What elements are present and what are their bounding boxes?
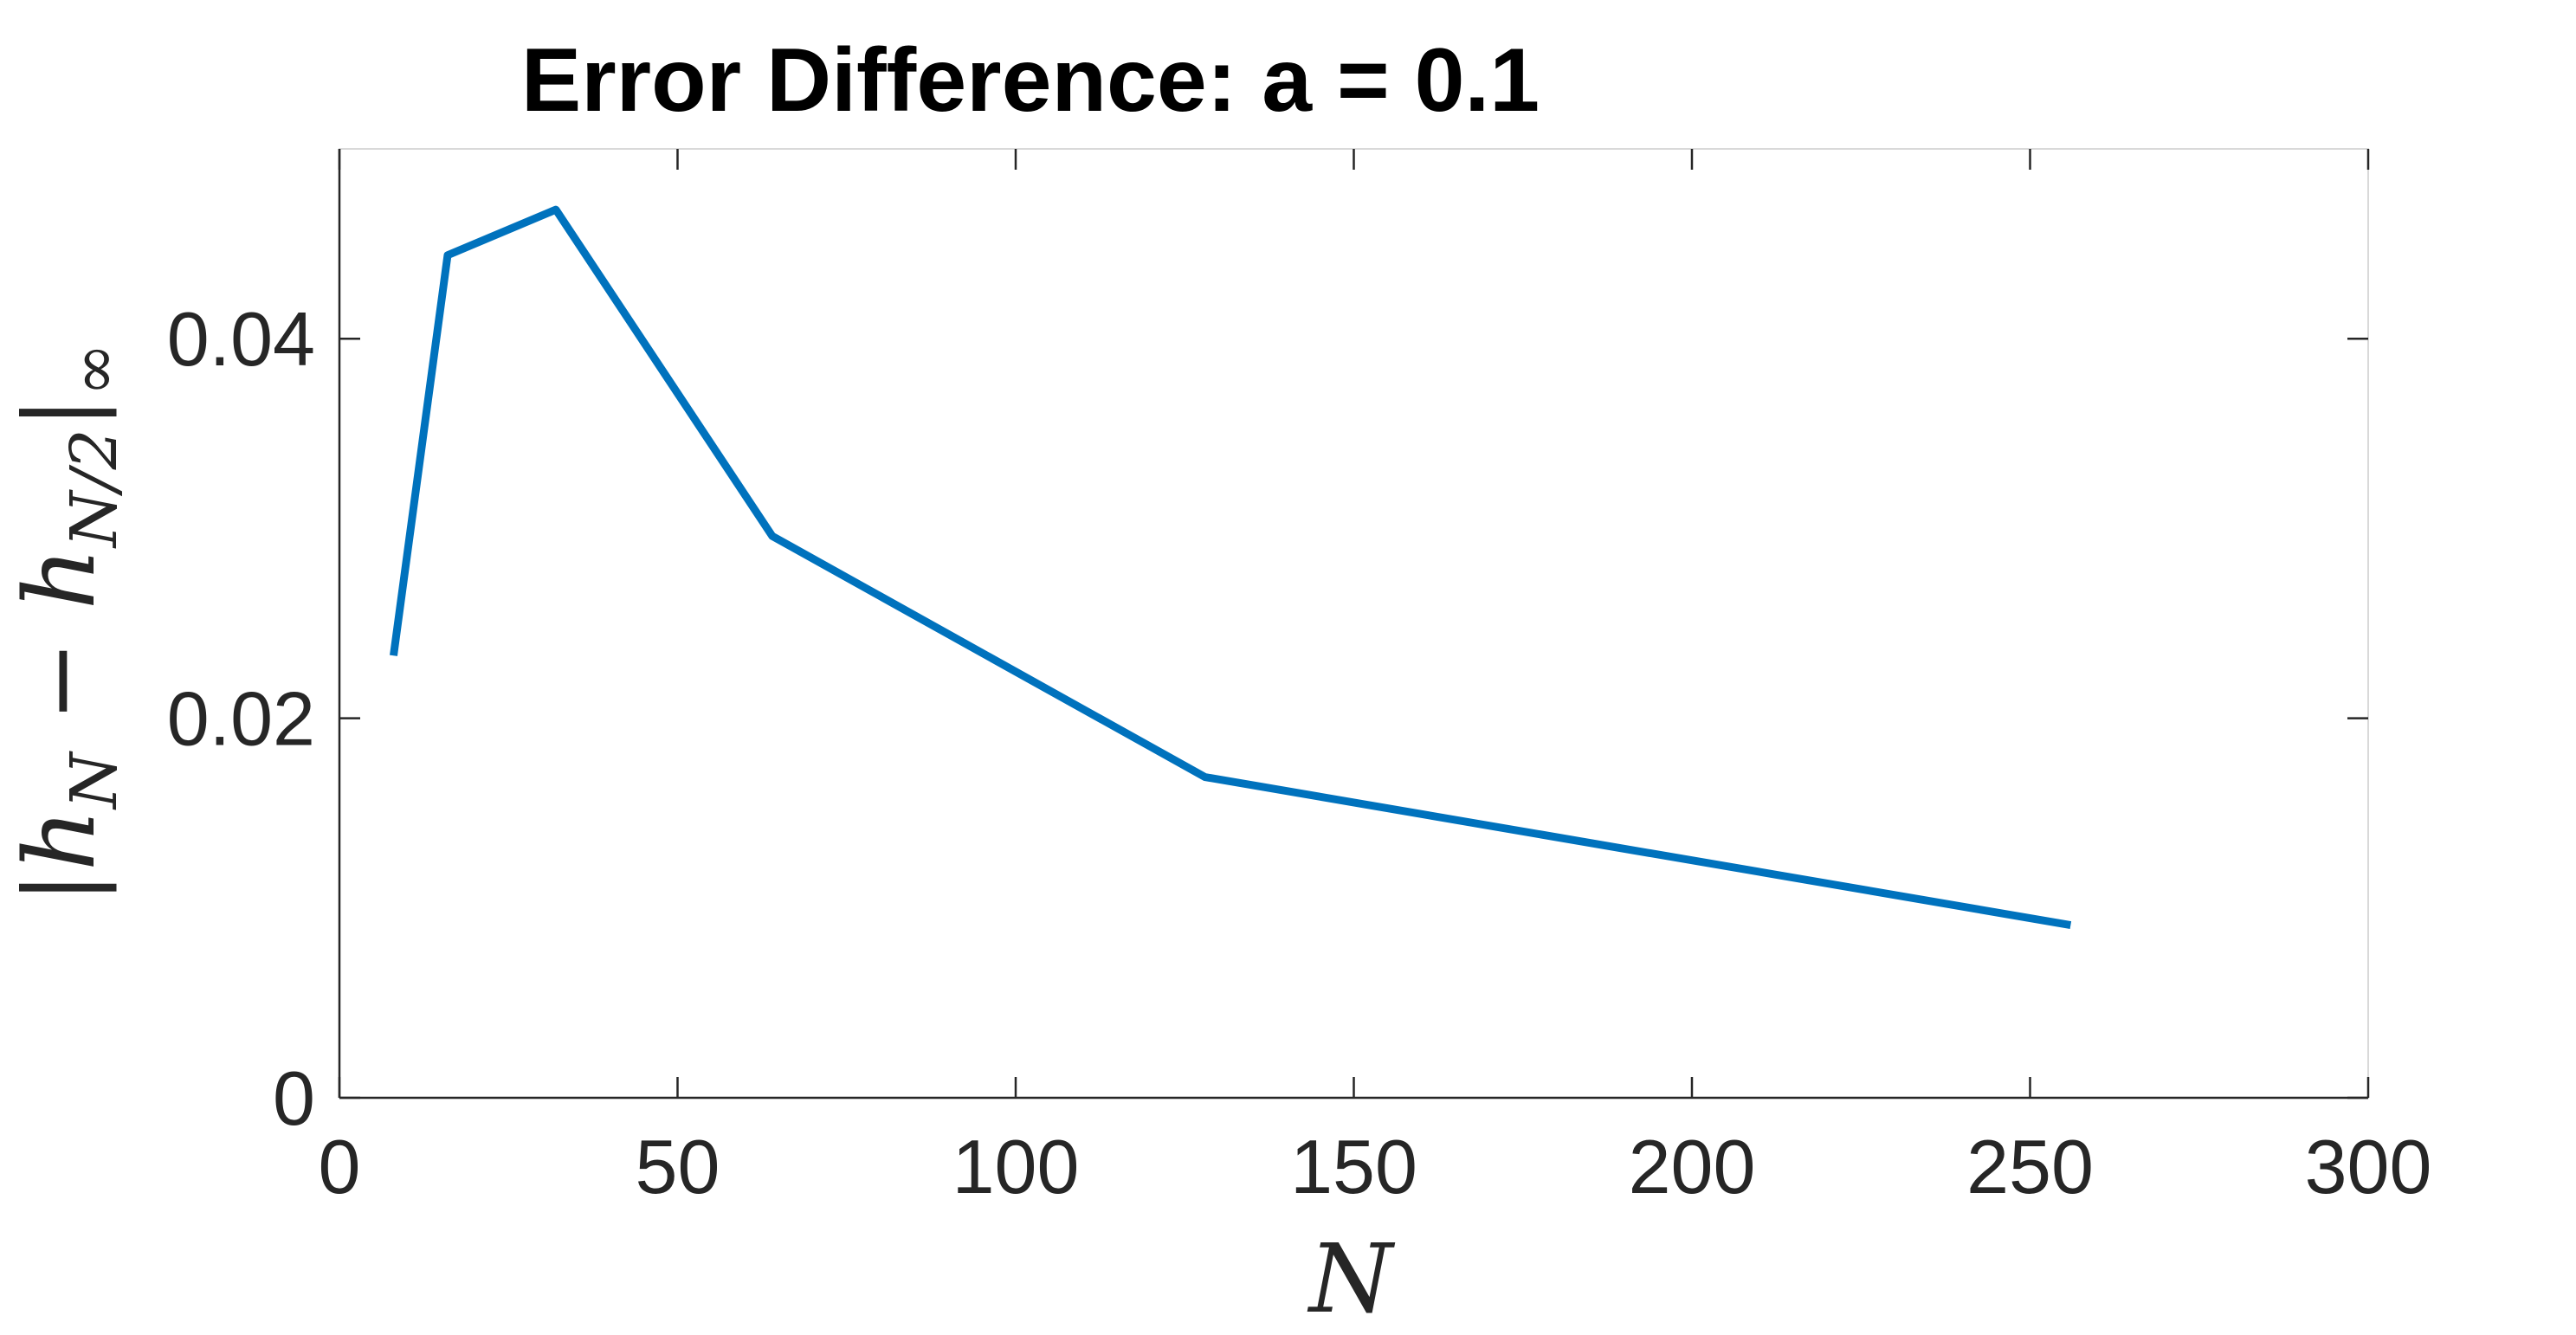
- x-tick-label: 150: [1290, 1124, 1417, 1209]
- x-axis-label: N: [1307, 1223, 1396, 1334]
- y-tick-label: 0.02: [167, 676, 315, 762]
- y-axis: 0 0.02 0.04: [167, 296, 2368, 1141]
- x-tick-label: 50: [636, 1124, 720, 1209]
- axes-frame: [339, 148, 2369, 1099]
- x-tick-label: 0: [319, 1124, 361, 1209]
- y-tick-label: 0.04: [167, 296, 315, 382]
- series-line: [390, 205, 2072, 929]
- x-tick-label: 200: [1629, 1124, 1756, 1209]
- chart-title: Error Difference: a = 0.1: [521, 30, 1540, 131]
- svg-text:|hN − hN/2|∞: |hN − hN/2|∞: [4, 343, 132, 904]
- y-axis-label: |hN − hN/2|∞: [4, 343, 132, 904]
- plot-area: [390, 205, 2072, 929]
- axes-box: [338, 148, 2369, 1100]
- y-tick-label: 0: [273, 1055, 315, 1141]
- x-axis: 0 50 100 150 200 250 300: [319, 149, 2432, 1209]
- x-tick-label: 250: [1966, 1124, 2094, 1209]
- x-tick-label: 300: [2305, 1124, 2432, 1209]
- x-tick-label: 100: [952, 1124, 1080, 1209]
